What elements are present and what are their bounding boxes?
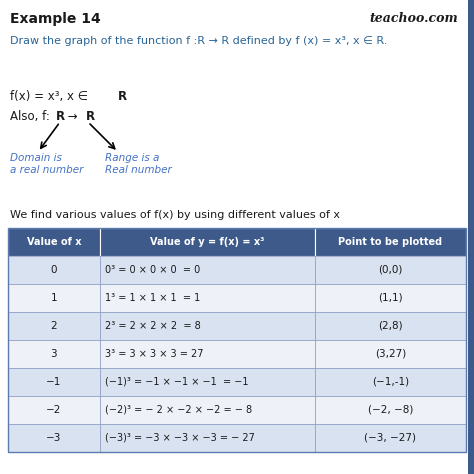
Text: (−2)³ = − 2 × −2 × −2 = − 8: (−2)³ = − 2 × −2 × −2 = − 8: [105, 405, 252, 415]
Bar: [315, 368, 466, 396]
Text: teachoo.com: teachoo.com: [369, 12, 458, 25]
Bar: [315, 228, 466, 256]
Text: −1: −1: [46, 377, 62, 387]
Bar: [100, 396, 315, 424]
Text: 3: 3: [51, 349, 57, 359]
Text: Range is a
Real number: Range is a Real number: [105, 153, 172, 174]
Text: (−3, −27): (−3, −27): [365, 433, 417, 443]
Bar: [315, 284, 466, 312]
Text: Also, f:: Also, f:: [10, 110, 54, 123]
Text: 1³ = 1 × 1 × 1  = 1: 1³ = 1 × 1 × 1 = 1: [105, 293, 200, 303]
Bar: [315, 256, 466, 284]
Text: Draw the graph of the function f :R → R defined by f (x) = x³, x ∈ R.: Draw the graph of the function f :R → R …: [10, 36, 387, 46]
Text: We find various values of f(x) by using different values of x: We find various values of f(x) by using …: [10, 210, 340, 220]
Bar: [100, 368, 315, 396]
Bar: [100, 228, 315, 256]
Bar: [8, 228, 466, 452]
Text: Value of y = f(x) = x³: Value of y = f(x) = x³: [150, 237, 264, 247]
Text: −3: −3: [46, 433, 62, 443]
Bar: [100, 424, 315, 452]
Bar: [8, 284, 100, 312]
Text: (2,8): (2,8): [378, 321, 403, 331]
Bar: [315, 340, 466, 368]
Bar: [8, 396, 100, 424]
Bar: [100, 340, 315, 368]
Text: (3,27): (3,27): [375, 349, 406, 359]
Text: (−3)³ = −3 × −3 × −3 = − 27: (−3)³ = −3 × −3 × −3 = − 27: [105, 433, 255, 443]
Text: Example 14: Example 14: [10, 12, 101, 26]
Text: Domain is
a real number: Domain is a real number: [10, 153, 83, 174]
Bar: [100, 312, 315, 340]
Text: 0³ = 0 × 0 × 0  = 0: 0³ = 0 × 0 × 0 = 0: [105, 265, 200, 275]
Text: R: R: [56, 110, 65, 123]
Text: Value of x: Value of x: [27, 237, 81, 247]
Text: 2³ = 2 × 2 × 2  = 8: 2³ = 2 × 2 × 2 = 8: [105, 321, 201, 331]
Text: f(x) = x³, x ∈: f(x) = x³, x ∈: [10, 90, 92, 103]
Bar: [468, 0, 474, 474]
Text: 3³ = 3 × 3 × 3 = 27: 3³ = 3 × 3 × 3 = 27: [105, 349, 203, 359]
Bar: [8, 368, 100, 396]
Text: R: R: [118, 90, 127, 103]
Bar: [315, 396, 466, 424]
Text: 2: 2: [51, 321, 57, 331]
Text: (−1)³ = −1 × −1 × −1  = −1: (−1)³ = −1 × −1 × −1 = −1: [105, 377, 248, 387]
Bar: [8, 228, 100, 256]
Text: 0: 0: [51, 265, 57, 275]
Text: (0,0): (0,0): [378, 265, 402, 275]
Bar: [315, 312, 466, 340]
Bar: [100, 284, 315, 312]
Text: (−2, −8): (−2, −8): [368, 405, 413, 415]
Text: (−1,-1): (−1,-1): [372, 377, 409, 387]
Bar: [8, 312, 100, 340]
Text: −2: −2: [46, 405, 62, 415]
Bar: [315, 424, 466, 452]
Text: 1: 1: [51, 293, 57, 303]
Bar: [8, 256, 100, 284]
Text: Point to be plotted: Point to be plotted: [338, 237, 443, 247]
Bar: [8, 340, 100, 368]
Bar: [8, 424, 100, 452]
Text: (1,1): (1,1): [378, 293, 403, 303]
Bar: [100, 256, 315, 284]
Text: R: R: [86, 110, 95, 123]
Text: →: →: [64, 110, 82, 123]
